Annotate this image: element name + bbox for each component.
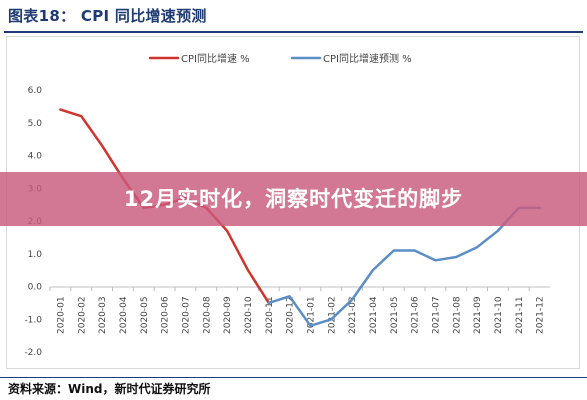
x-tick-label: 2021-07 — [431, 296, 441, 334]
x-tick-label: 2020-05 — [140, 296, 150, 334]
x-tick-label: 2020-03 — [98, 296, 108, 334]
title-divider — [4, 31, 583, 33]
x-tick-label: 2021-12 — [536, 296, 546, 334]
legend-label: CPI同比增速预测 % — [323, 52, 412, 65]
x-tick-label: 2021-03 — [348, 296, 358, 334]
x-axis: 2020-01 2020-02 2020-03 2020-04 2020-05 2020-… — [49, 286, 550, 334]
y-tick-label: 6.0 — [28, 86, 43, 96]
source-divider — [0, 377, 587, 378]
x-tick-label: 2021-01 — [306, 296, 316, 334]
x-tick-label: 2020-04 — [119, 296, 129, 334]
x-tick-label: 2020-01 — [56, 296, 66, 334]
x-tick-label: 2021-05 — [390, 296, 400, 334]
x-tick-label: 2020-10 — [244, 296, 254, 334]
overlay-banner: 12月实时化，洞察时代变迁的脚步 — [0, 172, 587, 226]
x-tick-label: 2020-11 — [265, 296, 275, 334]
title-bar: 图表18： CPI 同比增速预测 — [0, 0, 587, 33]
x-tick-label: 2021-04 — [369, 296, 379, 334]
x-tick-label: 2021-09 — [473, 296, 483, 334]
x-tick-label: 2020-12 — [286, 296, 296, 334]
x-tick-label: 2021-10 — [494, 296, 504, 334]
x-tick-label: 2020-07 — [181, 296, 191, 334]
x-tick-label: 2021-11 — [515, 296, 525, 334]
y-tick-label: 1.0 — [28, 250, 43, 260]
source-note: 资料来源：Wind，新时代证券研究所 — [8, 382, 211, 396]
chart-legend: CPI同比增速 % CPI同比增速预测 % — [148, 52, 412, 65]
x-tick-label: 2020-06 — [161, 296, 171, 334]
x-tick-label: 2021-06 — [411, 296, 421, 334]
y-tick-label: -1.0 — [24, 315, 42, 325]
x-tick-label: 2021-08 — [452, 296, 462, 334]
x-tick-label: 2020-08 — [202, 296, 212, 334]
page-title: 图表18： CPI 同比增速预测 — [8, 7, 207, 25]
x-tick-label: 2021-02 — [327, 296, 337, 334]
x-tick-label: 2020-09 — [223, 296, 233, 334]
series-line-forecast — [267, 206, 541, 328]
x-tick-label: 2020-02 — [77, 296, 87, 334]
y-tick-label: -2.0 — [24, 348, 42, 358]
y-tick-label: 4.0 — [28, 152, 43, 162]
y-tick-label: 5.0 — [28, 119, 43, 129]
banner-text: 12月实时化，洞察时代变迁的脚步 — [123, 187, 464, 211]
legend-label: CPI同比增速 % — [181, 52, 250, 65]
y-tick-label: 0.0 — [28, 283, 43, 293]
